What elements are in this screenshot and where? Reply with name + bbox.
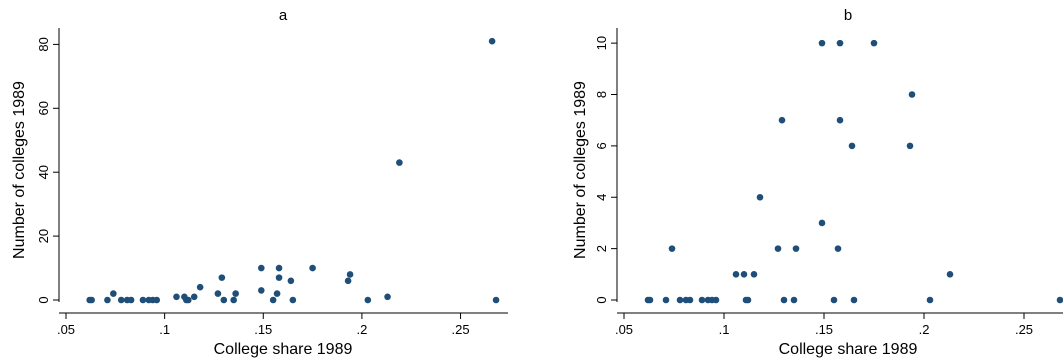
panel-b-point bbox=[906, 142, 914, 150]
panel-a-point bbox=[275, 274, 283, 281]
panel-b-y-tick-label: 10 bbox=[594, 36, 609, 50]
panel-a-x-tick-label: .1 bbox=[159, 322, 170, 337]
panel-b-point bbox=[686, 296, 694, 304]
panel-a-x-tick-label: .2 bbox=[356, 322, 367, 337]
panel-a-point bbox=[110, 290, 117, 297]
panel-b-point bbox=[850, 296, 858, 304]
panel-a-y-tick-label: 60 bbox=[36, 101, 51, 115]
panel-b-point bbox=[830, 296, 838, 304]
panel-a-point bbox=[287, 277, 295, 285]
panel-b-point bbox=[712, 296, 720, 304]
panel-a-point bbox=[346, 271, 354, 278]
panel-a-point bbox=[344, 277, 352, 285]
panel-b-y-tick-label: 4 bbox=[594, 194, 609, 201]
panel-a-point bbox=[127, 296, 135, 304]
panel-b-y-axis-title: Number of colleges 1989 bbox=[572, 81, 589, 259]
panel-a-point bbox=[269, 296, 277, 304]
panel-b-x-tick-label: .25 bbox=[1015, 322, 1033, 337]
panel-a-point bbox=[488, 37, 496, 45]
panel-b-y-tick-label: 8 bbox=[594, 91, 609, 98]
panel-a-point bbox=[273, 290, 281, 297]
panel-b-x-ticks: .05 .1 .15 .2 .25 bbox=[615, 313, 1033, 337]
panel-a-point bbox=[173, 293, 180, 301]
panel-b-point bbox=[836, 39, 844, 47]
panel-b-point bbox=[744, 296, 752, 304]
panel-b-point bbox=[668, 245, 676, 252]
panel-a-point bbox=[232, 290, 239, 297]
panel-a-point bbox=[196, 283, 204, 291]
panel-b-x-axis-title: College share 1989 bbox=[779, 341, 918, 358]
panel-a-point bbox=[153, 296, 161, 304]
panel-b-point bbox=[870, 39, 878, 47]
panel-b-point bbox=[946, 271, 954, 278]
panel-b-x-tick-label: .2 bbox=[919, 322, 930, 337]
panel-b-point bbox=[1056, 296, 1063, 304]
panel-b-point bbox=[646, 296, 654, 304]
panel-a-point bbox=[364, 296, 372, 304]
panel-b-point bbox=[818, 39, 826, 47]
panel-b-point bbox=[740, 271, 748, 278]
panel-a-point bbox=[220, 296, 228, 304]
panel-a-point bbox=[139, 296, 147, 304]
panel-b-point bbox=[698, 296, 706, 304]
panel-a-x-ticks: .05 .1 .15 .2 .25 bbox=[57, 313, 470, 337]
panel-a-point bbox=[190, 293, 198, 301]
panel-a: a 0 20 40 60 80 .05 .1 .15 .2 .25 College share … bbox=[11, 7, 508, 358]
panel-b-point bbox=[790, 296, 798, 304]
panel-b-x-tick-label: .05 bbox=[615, 322, 633, 337]
panel-b: b 0 2 4 6 8 10 .05 .1 .15 .2 .25 College share 19… bbox=[572, 7, 1063, 358]
panel-a-point bbox=[258, 264, 265, 272]
panel-a-y-ticks: 0 20 40 60 80 bbox=[36, 37, 59, 304]
panel-b-point bbox=[756, 193, 764, 201]
panel-a-point bbox=[309, 264, 316, 272]
panel-a-point bbox=[289, 296, 297, 304]
panel-a-point bbox=[104, 296, 111, 304]
panel-a-y-tick-label: 20 bbox=[36, 229, 51, 243]
panel-b-x-tick-label: .15 bbox=[815, 322, 833, 337]
panel-a-y-tick-label: 40 bbox=[36, 165, 51, 179]
panel-a-y-axis-title: Number of colleges 1989 bbox=[11, 81, 28, 259]
panel-a-point bbox=[185, 296, 192, 304]
panel-b-point bbox=[662, 296, 670, 304]
panel-b-point bbox=[780, 296, 788, 304]
panel-b-point bbox=[792, 245, 800, 252]
panel-a-point bbox=[492, 296, 500, 304]
panel-a-point bbox=[275, 264, 283, 272]
panel-a-point bbox=[258, 287, 265, 294]
panel-a-x-tick-label: .25 bbox=[452, 322, 470, 337]
panel-a-x-axis-title: College share 1989 bbox=[214, 341, 353, 358]
panel-b-point bbox=[750, 271, 758, 278]
panel-b-point bbox=[676, 296, 684, 304]
panel-a-point bbox=[88, 296, 95, 304]
panel-b-point bbox=[908, 91, 916, 98]
panel-a-point bbox=[214, 290, 222, 297]
panel-b-y-tick-label: 0 bbox=[594, 296, 609, 303]
panel-b-title: b bbox=[844, 7, 852, 24]
panel-a-title: a bbox=[279, 7, 288, 24]
panel-b-points bbox=[644, 39, 1063, 304]
panel-a-point bbox=[230, 296, 237, 304]
panel-a-points bbox=[86, 37, 500, 304]
panel-b-point bbox=[848, 142, 856, 150]
panel-a-point bbox=[384, 293, 391, 301]
panel-a-point bbox=[117, 296, 125, 304]
panel-b-y-tick-label: 2 bbox=[594, 245, 609, 252]
panel-a-y-tick-label: 80 bbox=[36, 37, 51, 51]
panel-b-point bbox=[818, 219, 826, 227]
panel-b-x-tick-label: .1 bbox=[719, 322, 730, 337]
panel-b-y-ticks: 0 2 4 6 8 10 bbox=[594, 36, 617, 304]
panel-a-point bbox=[396, 159, 403, 166]
panel-b-y-tick-label: 6 bbox=[594, 142, 609, 149]
panel-a-y-tick-label: 0 bbox=[36, 296, 51, 303]
panel-a-point bbox=[218, 274, 226, 281]
panel-b-point bbox=[732, 271, 740, 278]
panel-a-x-tick-label: .15 bbox=[254, 322, 272, 337]
panel-b-point bbox=[836, 116, 844, 124]
panel-b-point bbox=[926, 296, 934, 304]
panel-b-point bbox=[774, 245, 782, 252]
panel-a-x-tick-label: .05 bbox=[57, 322, 75, 337]
panel-b-point bbox=[834, 245, 842, 252]
panel-b-point bbox=[778, 116, 786, 124]
